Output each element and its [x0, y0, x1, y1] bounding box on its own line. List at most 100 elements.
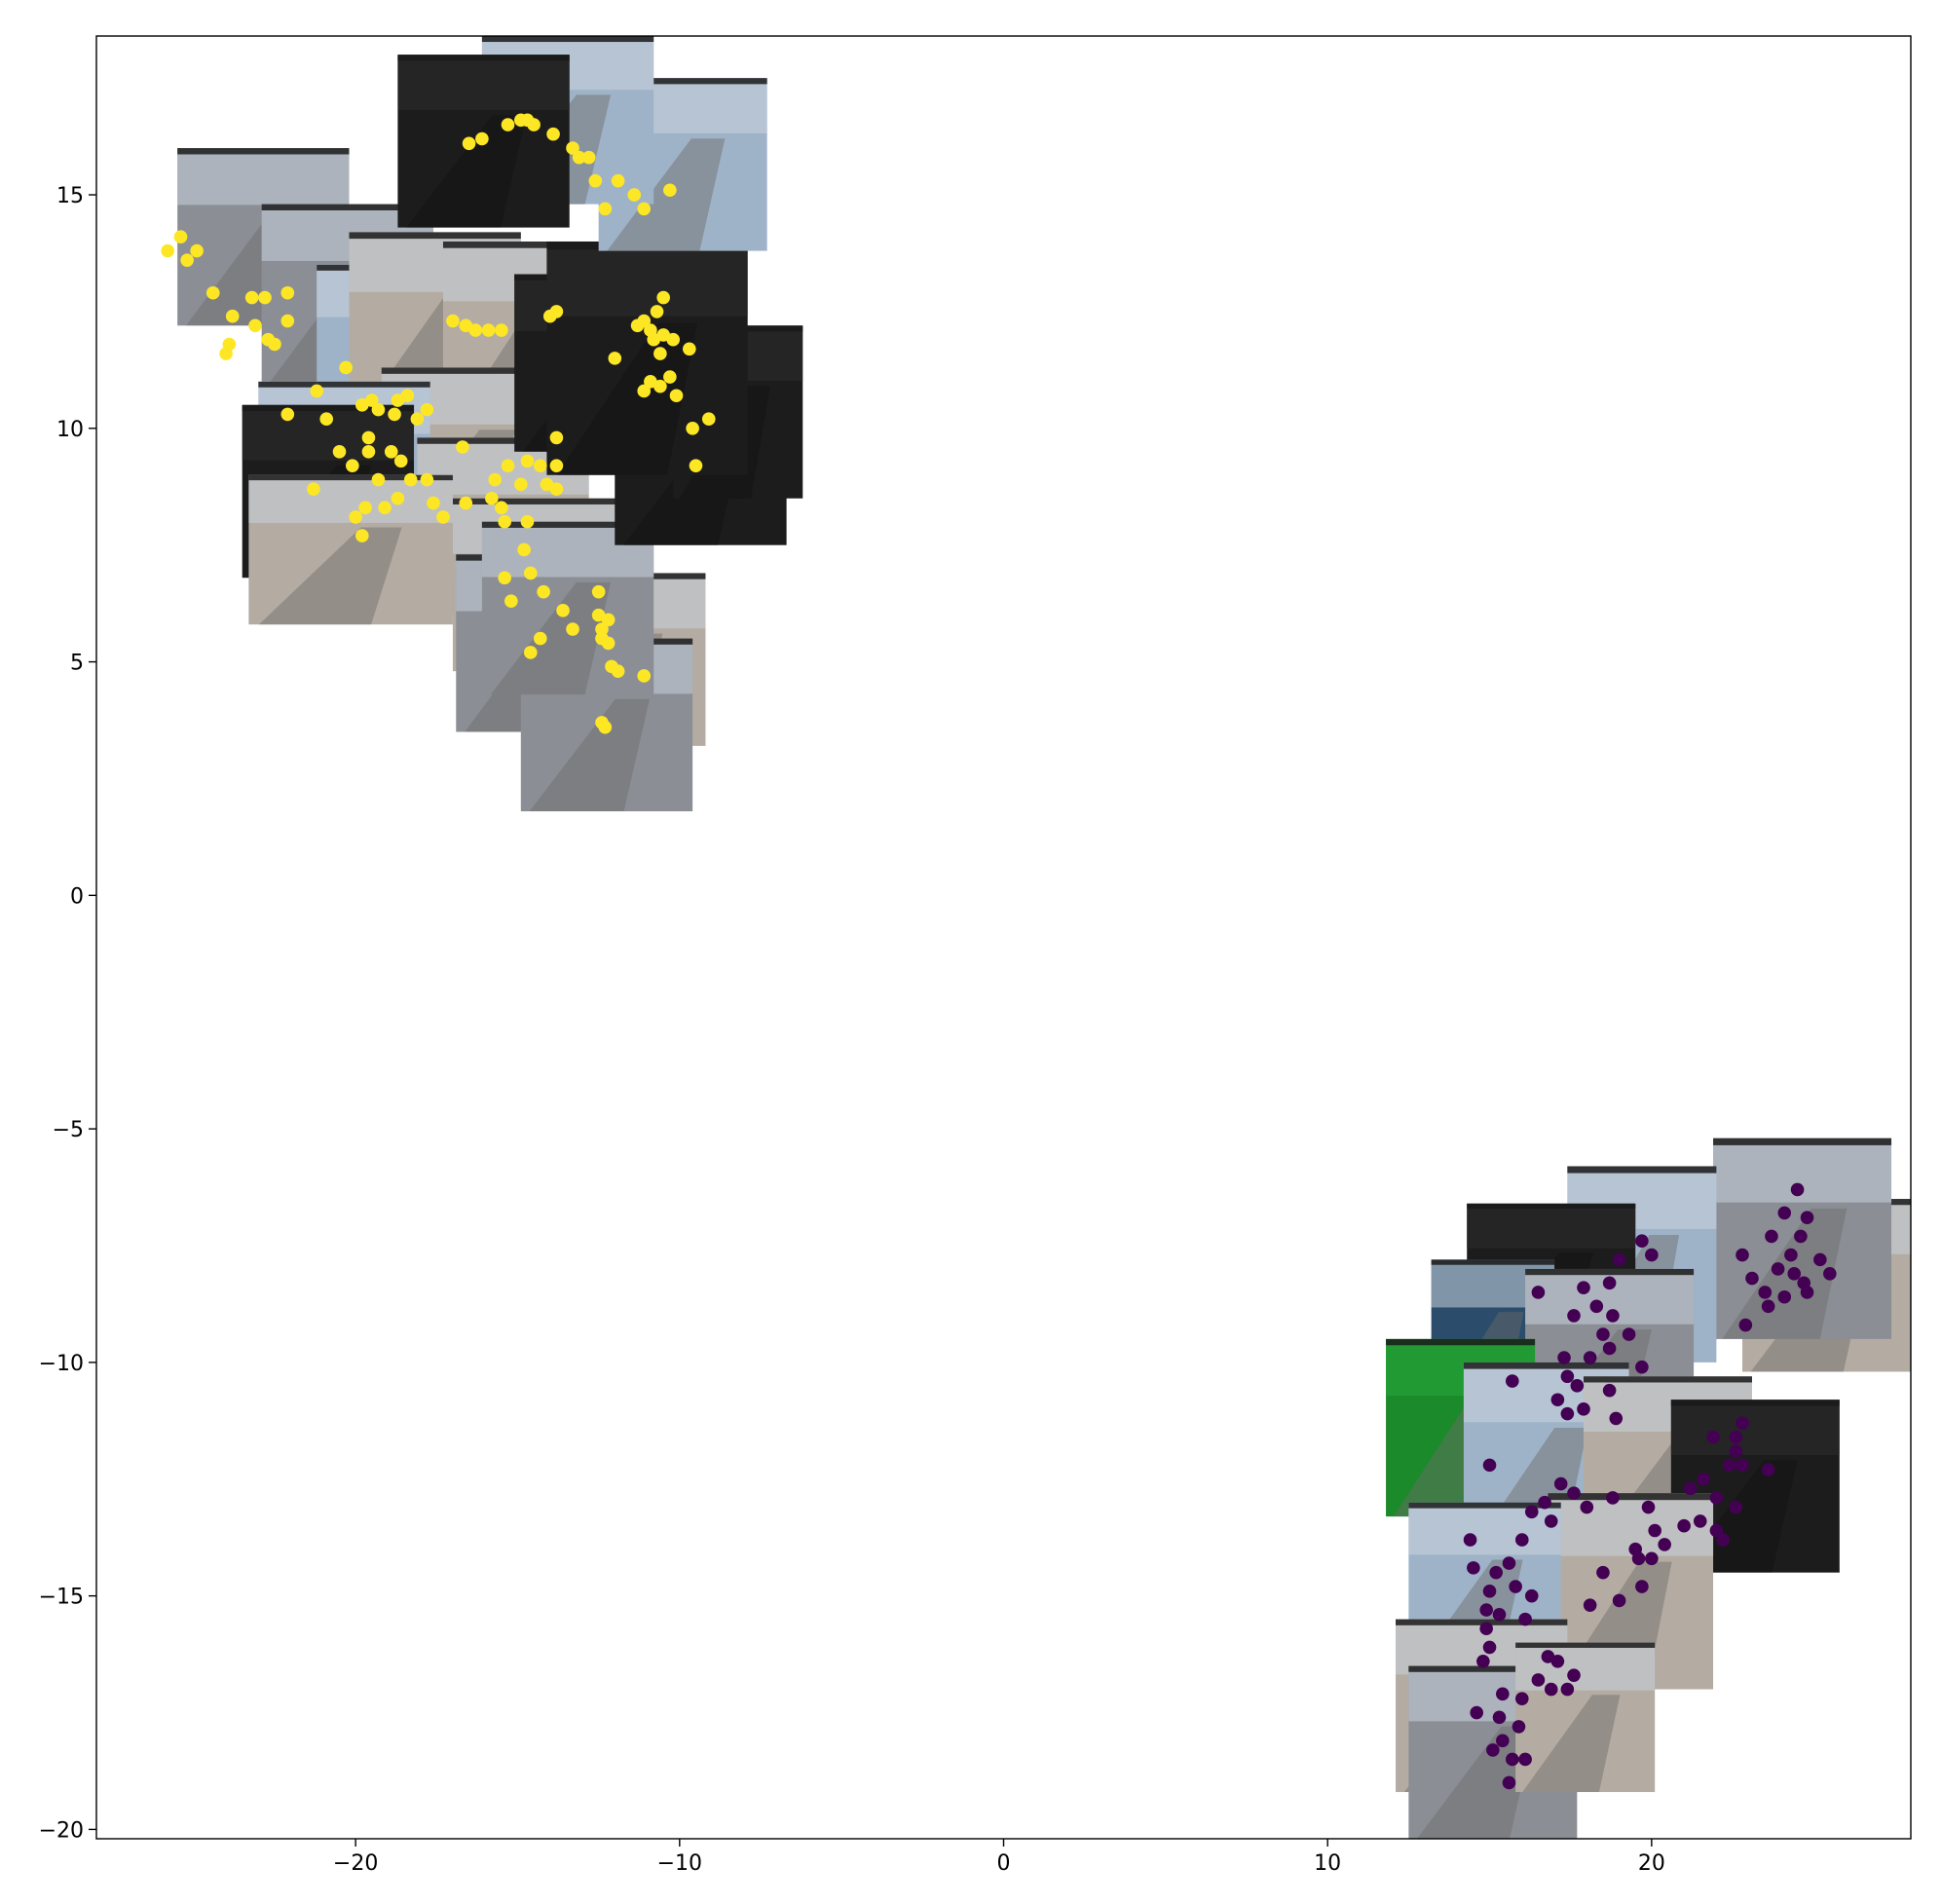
data-point [666, 332, 680, 347]
data-point [1622, 1327, 1636, 1341]
data-point [1729, 1500, 1743, 1514]
x-tick-label: 0 [997, 1851, 1011, 1876]
data-point [1602, 1341, 1617, 1356]
tile-header-bar [381, 367, 560, 374]
data-point [1506, 1374, 1519, 1388]
thumbnail-tile [1670, 1400, 1840, 1573]
data-point [595, 622, 609, 636]
data-point [1567, 1309, 1581, 1323]
data-point [1745, 1271, 1759, 1286]
tile-header-bar [177, 148, 350, 155]
data-point [371, 472, 386, 487]
data-point [1722, 1458, 1736, 1473]
tile-header-bar [1515, 1642, 1656, 1648]
data-point [1467, 1561, 1480, 1575]
data-point [1683, 1481, 1698, 1496]
x-tick-label: 10 [1314, 1851, 1341, 1876]
data-point [280, 285, 295, 300]
data-point [1645, 1551, 1659, 1566]
data-point [1476, 1654, 1490, 1668]
data-point [1709, 1523, 1724, 1538]
data-point [1560, 1369, 1575, 1384]
data-point [1706, 1430, 1720, 1444]
tile-header-bar [1713, 1138, 1892, 1145]
data-point [1645, 1248, 1659, 1262]
tile-sky [1670, 1400, 1840, 1456]
data-point [581, 150, 596, 165]
data-point [1677, 1518, 1691, 1533]
data-point [1506, 1752, 1519, 1767]
data-point [1544, 1514, 1558, 1528]
data-point [391, 491, 405, 505]
data-point [1693, 1514, 1707, 1528]
data-point [1567, 1668, 1581, 1682]
data-point [268, 337, 281, 352]
data-point [1758, 1286, 1773, 1299]
data-point [384, 444, 398, 459]
data-point [611, 664, 625, 678]
data-point [1777, 1206, 1792, 1220]
data-point [650, 305, 664, 318]
data-point [630, 318, 645, 333]
data-point [1514, 1533, 1529, 1547]
data-point [627, 188, 642, 202]
tile-road [490, 581, 612, 695]
tile-header-bar [248, 474, 453, 481]
data-point [1641, 1500, 1656, 1514]
data-point [1729, 1444, 1743, 1458]
y-tick-label: −20 [39, 1818, 84, 1843]
data-point [1570, 1379, 1585, 1393]
tile-header-bar [1467, 1203, 1636, 1209]
data-point [637, 669, 652, 683]
data-point [1553, 1476, 1568, 1491]
data-point [427, 496, 440, 510]
data-point [219, 347, 233, 360]
data-point [686, 422, 699, 435]
data-point [475, 131, 489, 146]
tile-header-bar [1463, 1362, 1629, 1369]
x-axis: −20 −10 0 10 20 [333, 1839, 1665, 1876]
data-point [537, 584, 550, 599]
tile-header-bar [1583, 1376, 1752, 1383]
data-point [1813, 1252, 1827, 1267]
data-point [248, 318, 262, 333]
data-point [517, 542, 531, 557]
data-point [310, 384, 324, 398]
tile-header-bar [1548, 1493, 1714, 1501]
data-point [1544, 1682, 1558, 1697]
tile-road [258, 527, 402, 625]
data-point [1567, 1486, 1581, 1500]
tile-header-bar [598, 78, 767, 85]
data-point [1697, 1472, 1710, 1486]
data-point [501, 118, 515, 131]
data-point [556, 604, 570, 617]
data-point [1823, 1266, 1837, 1281]
data-point [1612, 1593, 1626, 1608]
data-point [1736, 1458, 1749, 1473]
tile-sky [1467, 1203, 1636, 1249]
tile-road [1416, 1726, 1536, 1839]
data-point [1482, 1585, 1497, 1598]
data-point [1583, 1598, 1597, 1613]
data-point [280, 314, 295, 328]
tile-header-bar [452, 498, 625, 504]
thumbnail-tile [397, 55, 570, 228]
data-point [1784, 1248, 1798, 1262]
y-tick-label: 15 [56, 184, 84, 208]
tile-header-bar [481, 36, 654, 43]
data-point [1550, 1654, 1565, 1668]
data-point [656, 290, 670, 305]
data-point [1482, 1458, 1497, 1473]
data-point [1602, 1276, 1617, 1290]
data-point [1609, 1411, 1624, 1426]
data-point [611, 173, 625, 188]
data-point [591, 584, 606, 599]
data-point [420, 402, 434, 417]
data-point [190, 243, 204, 258]
data-point [1479, 1622, 1493, 1636]
data-point [1482, 1640, 1497, 1655]
data-point [361, 430, 376, 445]
data-point [1489, 1565, 1503, 1580]
tile-road [1522, 1695, 1621, 1793]
data-point [349, 510, 362, 524]
